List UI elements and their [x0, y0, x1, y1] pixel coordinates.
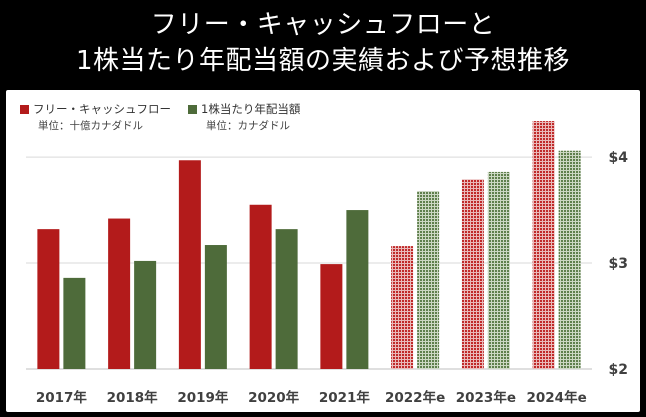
bar-dividend-2: [204, 245, 227, 369]
bar-dividend-5: [417, 190, 440, 369]
bar-dividend-4: [346, 210, 369, 369]
y-tick-label: $2: [609, 362, 628, 378]
bar-fcf-6: [461, 179, 484, 369]
legend-unit-dividend: 単位：カナダドル: [206, 120, 290, 132]
x-tick-label: 2024年e: [527, 389, 587, 406]
bar-fcf-3: [249, 204, 272, 369]
y-tick-label: $4: [609, 150, 629, 166]
legend-swatch-dividend: [188, 105, 197, 114]
x-tick-label: 2019年: [177, 389, 229, 406]
legend-unit-fcf: 単位：十億カナダドル: [38, 120, 143, 132]
legend-label-fcf: フリー・キャッシュフロー: [33, 102, 171, 116]
bar-fcf-0: [37, 229, 60, 369]
x-tick-label: 2018年: [107, 389, 159, 406]
bar-dividend-0: [63, 277, 86, 369]
title-line-2: 1株当たり年配当額の実績および予想推移: [75, 46, 571, 76]
title-line-1: フリー・キャッシュフローと: [150, 10, 496, 40]
bar-fcf-1: [108, 218, 131, 369]
bar-fcf-5: [391, 246, 414, 369]
x-tick-label: 2017年: [36, 389, 88, 406]
legend-item-fcf: フリー・キャッシュフロー 単位：十億カナダドル: [20, 101, 171, 132]
x-tick-label: 2020年: [248, 389, 300, 406]
bar-dividend-3: [275, 229, 298, 369]
bar-fcf-2: [178, 160, 201, 369]
legend-item-dividend: 1株当たり年配当額 単位：カナダドル: [188, 101, 301, 132]
x-tick-label: 2022年e: [385, 389, 445, 406]
bar-dividend-1: [134, 260, 157, 369]
bar-dividend-6: [487, 171, 510, 369]
bar-chart: $2 $3 $4 2017年 2018年 2019年 2020年 2021年 2022年e 202…: [26, 121, 629, 406]
bar-fcf-7: [532, 121, 555, 369]
legend-label-dividend: 1株当たり年配当額: [201, 102, 301, 116]
bar-dividend-7: [558, 150, 581, 369]
bar-fcf-4: [320, 264, 343, 369]
x-tick-label: 2023年e: [456, 389, 516, 406]
chart-panel: フリー・キャッシュフロー 単位：十億カナダドル 1株当たり年配当額 単位：カナダ…: [6, 90, 640, 412]
legend-swatch-fcf: [20, 105, 29, 114]
y-tick-label: $3: [609, 256, 628, 272]
chart-title: フリー・キャッシュフローと 1株当たり年配当額の実績および予想推移: [0, 0, 646, 88]
x-tick-label: 2021年: [319, 389, 371, 406]
